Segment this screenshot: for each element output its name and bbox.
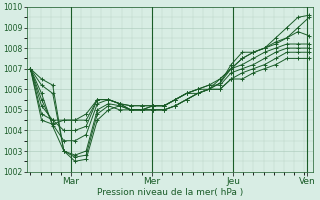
X-axis label: Pression niveau de la mer( hPa ): Pression niveau de la mer( hPa ) bbox=[97, 188, 243, 197]
